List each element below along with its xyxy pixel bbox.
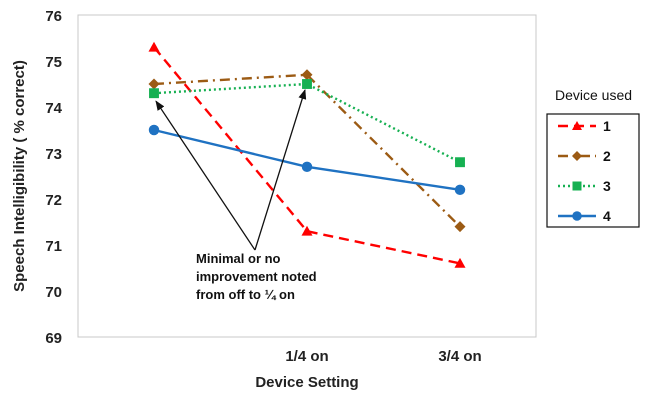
data-point-triangle xyxy=(454,257,466,268)
data-point-triangle xyxy=(301,225,313,236)
series-line xyxy=(153,46,461,265)
legend-item-4: 4 xyxy=(558,208,611,224)
legend-label: 1 xyxy=(603,118,611,134)
y-axis-ticks: 69 70 71 72 73 74 75 76 xyxy=(45,8,62,347)
annotation-text-line: improvement noted xyxy=(196,269,317,284)
data-point-square xyxy=(455,157,465,168)
data-point-circle xyxy=(454,184,466,196)
data-point-square xyxy=(302,79,312,89)
annotation-text-line: from off to ¼ on xyxy=(196,287,295,302)
plot-area-border xyxy=(77,14,537,338)
y-tick-label: 74 xyxy=(45,100,62,117)
data-point-circle xyxy=(572,211,582,221)
legend-label: 2 xyxy=(603,148,611,164)
data-point-circle xyxy=(148,124,160,136)
legend-label: 4 xyxy=(603,208,611,224)
annotation-arrow xyxy=(155,100,256,251)
y-tick-label: 75 xyxy=(45,54,62,71)
legend: Device used 1 2 3 4 xyxy=(546,87,640,228)
x-axis-ticks: 1/4 on 3/4 on xyxy=(285,348,481,365)
data-point-diamond xyxy=(454,221,466,233)
series-2 xyxy=(148,69,466,233)
y-tick-label: 69 xyxy=(45,330,62,347)
data-point-triangle xyxy=(572,121,582,130)
legend-item-2: 2 xyxy=(558,148,611,164)
y-axis-title: Speech Intelligibility ( % correct) xyxy=(11,60,28,292)
y-tick-label: 72 xyxy=(45,192,62,209)
legend-item-3: 3 xyxy=(558,178,611,194)
legend-box xyxy=(546,113,640,228)
annotation-text-line: Minimal or no xyxy=(196,251,281,266)
series-line xyxy=(153,82,461,164)
legend-title: Device used xyxy=(555,87,632,103)
y-tick-label: 71 xyxy=(45,238,62,255)
data-point-triangle xyxy=(148,41,160,52)
data-point-diamond xyxy=(572,151,582,161)
series-line xyxy=(153,128,461,191)
y-tick-label: 70 xyxy=(45,284,62,301)
data-point-diamond xyxy=(148,78,160,90)
series-1 xyxy=(148,41,466,268)
series-layer xyxy=(148,41,466,268)
x-axis-title: Device Setting xyxy=(255,374,358,391)
annotation-arrow xyxy=(254,89,307,251)
y-tick-label: 73 xyxy=(45,146,62,163)
data-point-circle xyxy=(301,161,313,173)
legend-item-1: 1 xyxy=(558,118,611,134)
data-point-square xyxy=(149,88,159,99)
x-tick-label: 1/4 on xyxy=(285,348,328,365)
series-4 xyxy=(148,124,466,196)
data-point-diamond xyxy=(301,69,313,81)
series-3 xyxy=(149,79,465,168)
legend-label: 3 xyxy=(603,178,611,194)
annotation: Minimal or no improvement noted from off t… xyxy=(155,89,317,302)
y-tick-label: 76 xyxy=(45,8,62,25)
x-tick-label: 3/4 on xyxy=(438,348,481,365)
data-point-square xyxy=(572,181,582,191)
series-line xyxy=(153,73,461,228)
